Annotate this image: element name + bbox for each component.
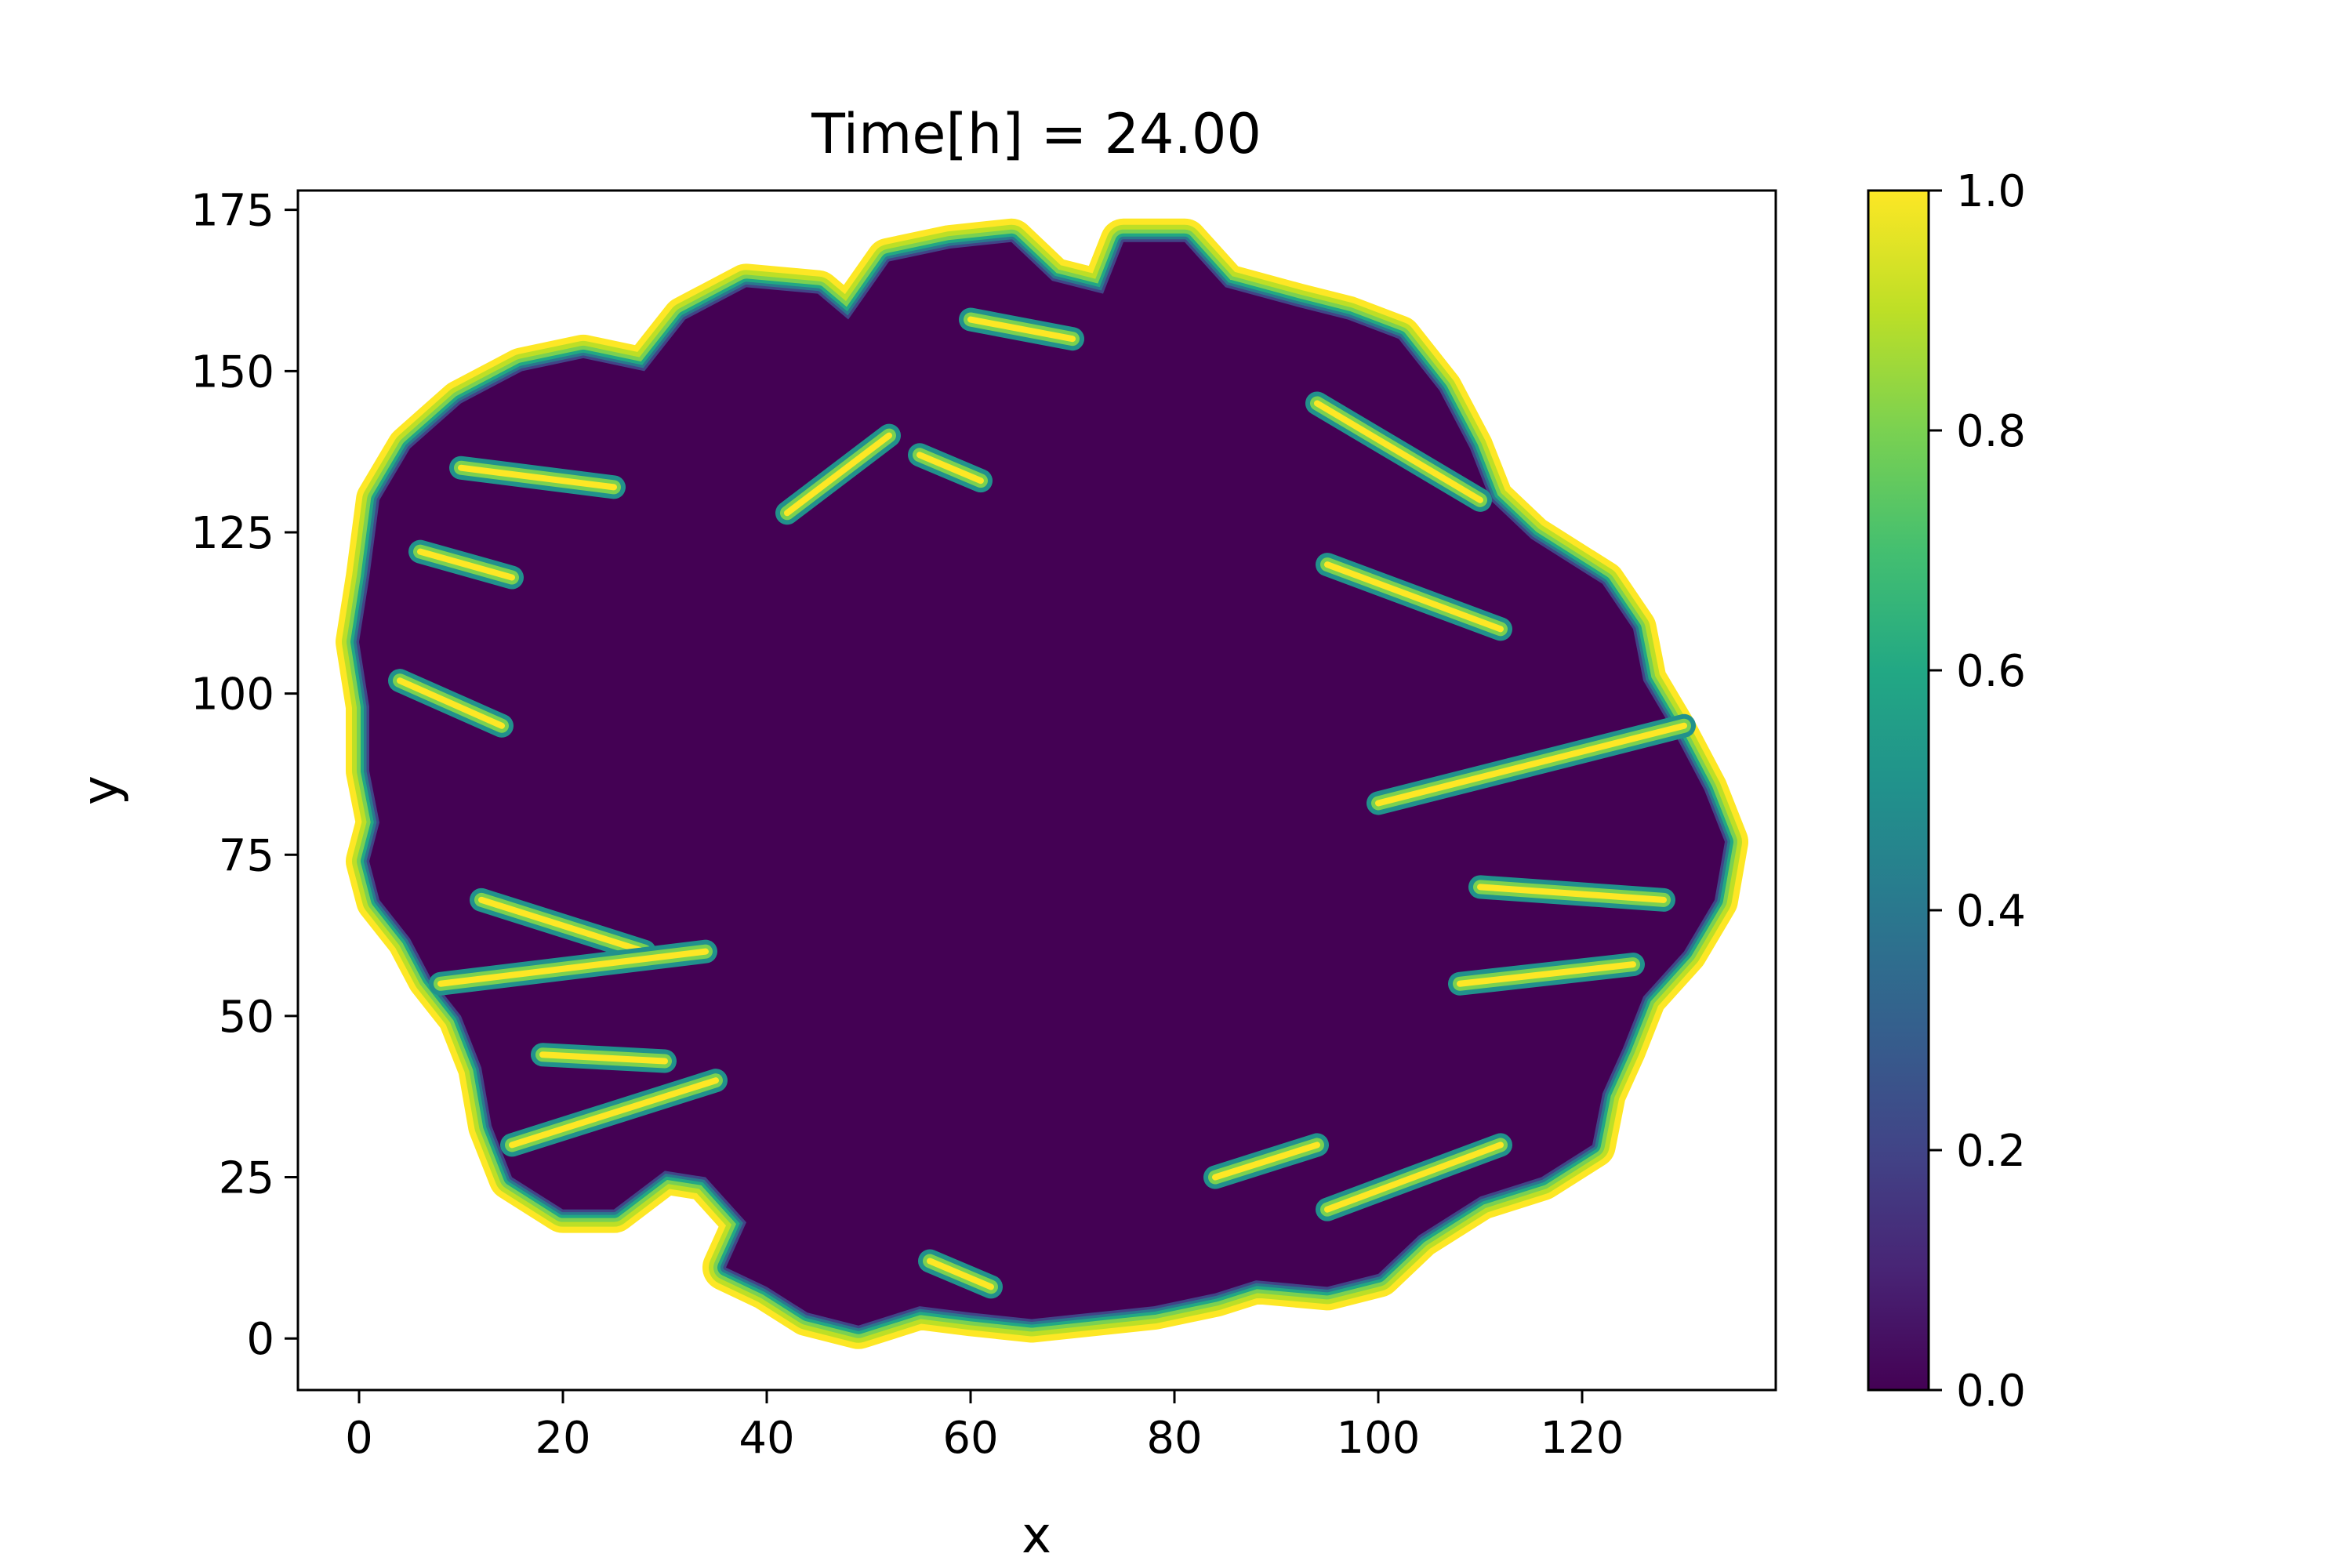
x-axis-ticks: 0 20 40 60 80 100 120 <box>345 1390 1624 1464</box>
plot-area-frame <box>296 189 1777 1392</box>
colorbar-tick-label: 0.8 <box>1956 406 2026 457</box>
x-tick-label: 120 <box>1541 1413 1624 1464</box>
colorbar-tick-label: 0.6 <box>1956 646 2026 697</box>
colorbar-tick-label: 0.0 <box>1956 1366 2026 1417</box>
y-tick-label: 125 <box>191 508 274 559</box>
fold-core-2 <box>397 677 505 729</box>
fold-core-7 <box>784 432 892 517</box>
y-tick-label: 50 <box>219 992 274 1043</box>
colorbar-tick-label: 0.2 <box>1956 1126 2026 1177</box>
fold-core-4 <box>437 948 709 987</box>
fold-core-12 <box>1375 722 1687 807</box>
fold-core-17 <box>927 1258 994 1290</box>
fold-core-11 <box>1324 561 1504 633</box>
chart-title: Time[h] = 24.00 <box>811 102 1261 166</box>
fold-core-8 <box>916 452 984 485</box>
y-tick-label: 0 <box>246 1314 274 1365</box>
x-tick-label: 80 <box>1146 1413 1202 1464</box>
fold-core-9 <box>967 316 1076 343</box>
y-axis-ticks: 0 25 50 75 100 125 150 175 <box>191 186 298 1365</box>
fold-core-6 <box>509 1077 719 1149</box>
x-tick-label: 20 <box>535 1413 590 1464</box>
colorbar-tick-label: 1.0 <box>1956 166 2026 217</box>
y-tick-label: 100 <box>191 670 274 720</box>
fold-core-13 <box>1477 884 1667 903</box>
fold-core-1 <box>417 548 515 581</box>
fold-core-14 <box>1457 961 1636 987</box>
y-tick-label: 25 <box>219 1153 274 1204</box>
fold-core-16 <box>1212 1142 1320 1181</box>
fold-core-15 <box>1324 1142 1504 1213</box>
x-tick-label: 100 <box>1337 1413 1421 1464</box>
colorbar-tick-label: 0.4 <box>1956 886 2026 937</box>
colorbar-ticks: 0.0 0.2 0.4 0.6 0.8 1.0 <box>1929 166 2026 1417</box>
y-tick-label: 150 <box>191 347 274 397</box>
heatmap-field <box>336 218 1748 1349</box>
x-tick-label: 40 <box>739 1413 794 1464</box>
interior-region <box>359 241 1725 1326</box>
y-tick-label: 175 <box>191 186 274 237</box>
y-axis-label: y <box>72 775 130 805</box>
colorbar <box>1867 189 1930 1392</box>
x-tick-label: 0 <box>345 1413 373 1464</box>
fold-core-10 <box>1314 400 1483 503</box>
x-axis-label: x <box>1022 1507 1051 1565</box>
y-tick-label: 75 <box>219 830 274 881</box>
fold-core-5 <box>539 1051 668 1065</box>
x-tick-label: 60 <box>942 1413 998 1464</box>
fold-core-0 <box>458 464 617 491</box>
fold-core-3 <box>478 896 648 955</box>
